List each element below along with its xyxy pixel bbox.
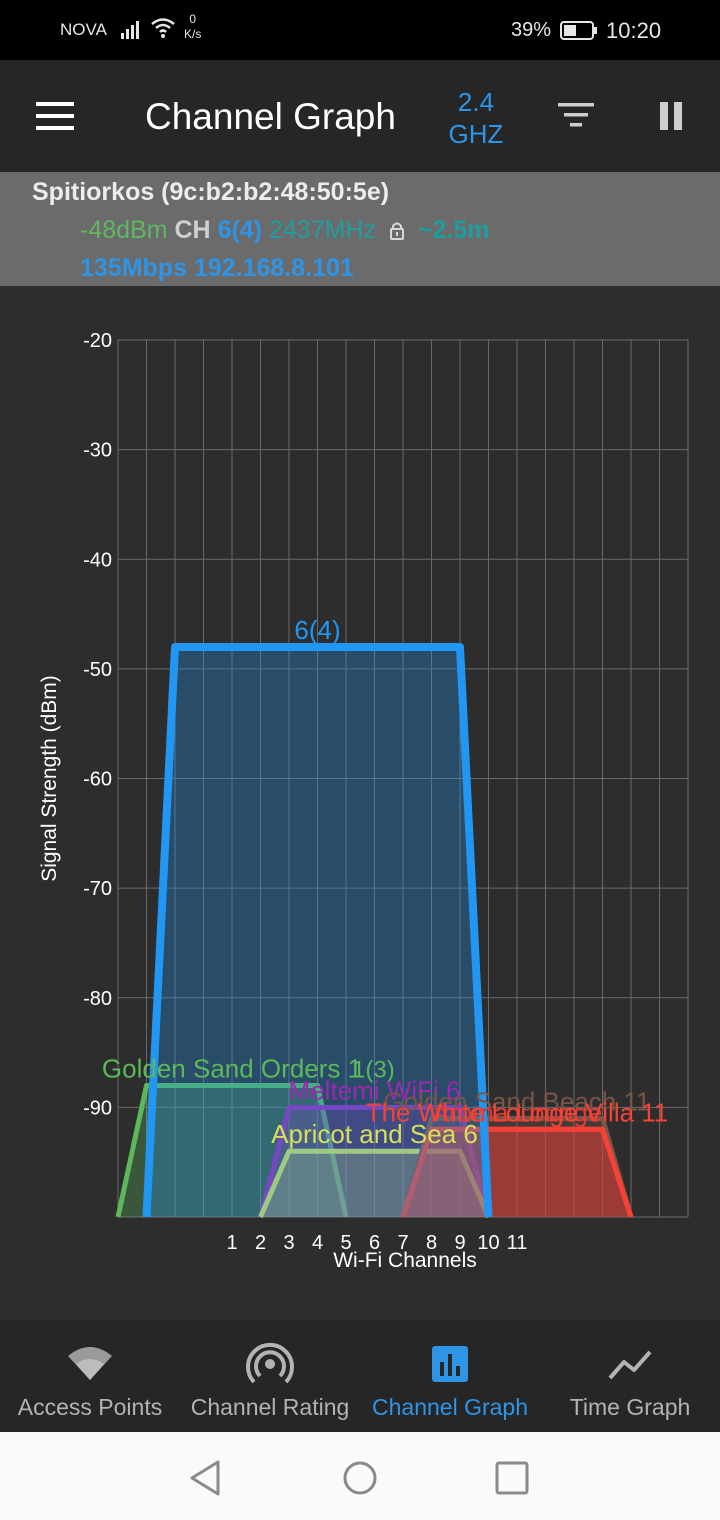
y-tick-label: -50: [83, 659, 112, 681]
x-tick-label: 5: [340, 1232, 351, 1254]
system-nav-bar: [0, 1432, 720, 1520]
y-tick-label: -90: [83, 1097, 112, 1119]
ap-channel: 6(4): [217, 216, 263, 244]
connected-ap-panel: Spitiorkos (9c:b2:b2:48:50:5e) -48dBm CH…: [0, 172, 720, 286]
series-label: Golden Sand Orders 1: [102, 1053, 362, 1083]
series-line: [258, 1104, 491, 1218]
ap-distance: ~2.5m: [417, 216, 490, 244]
y-tick-label: -70: [83, 878, 112, 900]
x-tick-label: 10: [477, 1232, 499, 1254]
nav-access-points[interactable]: Access Points: [0, 1320, 180, 1432]
carrier-name: NOVA: [60, 20, 107, 39]
nav-channel-rating[interactable]: Channel Rating: [180, 1320, 360, 1432]
series-area: [146, 646, 489, 1217]
band-toggle-button[interactable]: 2.4 GHZ: [440, 86, 512, 150]
chart-series: [115, 642, 634, 1218]
band-unit: GHZ: [448, 119, 504, 149]
battery-icon: [560, 21, 597, 40]
line-chart-icon: [608, 1350, 652, 1380]
series-area: [403, 1129, 631, 1217]
bottom-nav: Access Points Channel Rating Channel Gra…: [0, 1320, 720, 1432]
signal-rating-icon: [246, 1342, 294, 1384]
back-icon[interactable]: [186, 1458, 226, 1498]
band-value: 2.4: [457, 87, 495, 117]
series-label: Aroma Lounge: [432, 1097, 603, 1127]
series-area: [403, 1129, 631, 1217]
series-label: Apricot and Sea 6: [271, 1119, 478, 1149]
y-tick-label: -20: [83, 330, 112, 352]
wifi-status-icon: [151, 18, 175, 38]
series-label-secondary: 1(3): [352, 1056, 395, 1083]
chart-series-labels: Golden Sand Orders 11(3)Meltemi WiFi 6 Ap…: [102, 615, 668, 1149]
series-label: Golden Sand Beach 11: [384, 1086, 651, 1116]
x-tick-label: 3: [283, 1232, 294, 1254]
y-tick-label: -60: [83, 769, 112, 791]
filter-icon[interactable]: [556, 100, 596, 130]
x-tick-label: 9: [454, 1232, 465, 1254]
recents-icon[interactable]: [492, 1458, 532, 1498]
chart-y-ticks: -20 -30 -40 -50 -60 -70 -80 -90: [83, 330, 112, 1119]
nav-label: Time Graph: [569, 1394, 691, 1420]
page-title: Channel Graph: [145, 96, 396, 137]
ap-signal: -48dBm: [80, 216, 168, 244]
series-area: [260, 1151, 489, 1217]
cell-signal-icon: [121, 21, 139, 39]
status-bar: NOVA 0 K/s 39% 10:20: [0, 0, 720, 60]
series-area: [403, 1118, 631, 1217]
series-line: [400, 1126, 634, 1218]
series-line: [258, 1148, 491, 1218]
wifi-icon: [68, 1347, 112, 1380]
series-label: 6(4): [294, 615, 340, 645]
bar-chart-icon: [432, 1346, 468, 1382]
chart-grid: [117, 339, 689, 1218]
x-tick-label: 8: [426, 1232, 437, 1254]
network-speed: 0 K/s: [184, 12, 201, 42]
home-icon[interactable]: [340, 1458, 380, 1498]
nav-label: Access Points: [17, 1394, 163, 1420]
clock: 10:20: [606, 18, 662, 43]
network-speed-value: 0: [189, 12, 197, 26]
ap-ch-label: CH: [174, 216, 211, 244]
nav-time-graph[interactable]: Time Graph: [540, 1320, 720, 1432]
ap-speed-ip: 135Mbps 192.168.8.101: [80, 254, 354, 282]
network-speed-unit: K/s: [184, 27, 202, 41]
y-tick-label: -40: [83, 549, 112, 571]
nav-label: Channel Rating: [190, 1394, 350, 1420]
x-tick-label: 4: [312, 1232, 323, 1254]
series-label: Meltemi WiFi 6: [289, 1075, 461, 1105]
series-line: [142, 642, 493, 1218]
channel-graph: Golden Sand Orders 1 1(3) Meltemi WiFi 6 Ap…: [0, 286, 720, 1320]
x-tick-label: 1: [226, 1232, 237, 1254]
series-area: [118, 1085, 346, 1217]
chart-x-ticks: 1 2 3 4 5 6 7 8 9 10 11: [226, 1232, 527, 1254]
ap-frequency: 2437MHz: [268, 216, 376, 244]
x-tick-label: 11: [507, 1232, 528, 1254]
nav-label: Channel Graph: [372, 1394, 528, 1420]
x-tick-label: 6: [369, 1232, 380, 1254]
x-tick-label: 7: [397, 1232, 408, 1254]
y-axis-label: Signal Strength (dBm): [38, 675, 61, 882]
lock-icon: [389, 222, 404, 241]
series-label: The White Lounge Villa 11: [366, 1097, 669, 1127]
menu-icon[interactable]: [36, 100, 76, 132]
app-bar: Channel Graph 2.4 GHZ: [0, 60, 720, 172]
y-tick-label: -30: [83, 440, 112, 462]
ap-details: -48dBm CH 6(4) 2437MHz ~2.5m: [80, 216, 489, 245]
x-tick-label: 2: [255, 1232, 266, 1254]
pause-icon[interactable]: [654, 100, 688, 132]
y-tick-label: -80: [83, 988, 112, 1010]
channel-graph-chart: Golden Sand Orders 11(3)Meltemi WiFi 6 Ap…: [38, 330, 689, 1272]
x-axis-label: Wi-Fi Channels: [333, 1249, 477, 1272]
nav-channel-graph[interactable]: Channel Graph: [360, 1320, 540, 1432]
battery-percent: 39%: [511, 19, 552, 41]
ap-name: Spitiorkos (9c:b2:b2:48:50:5e): [32, 178, 390, 206]
